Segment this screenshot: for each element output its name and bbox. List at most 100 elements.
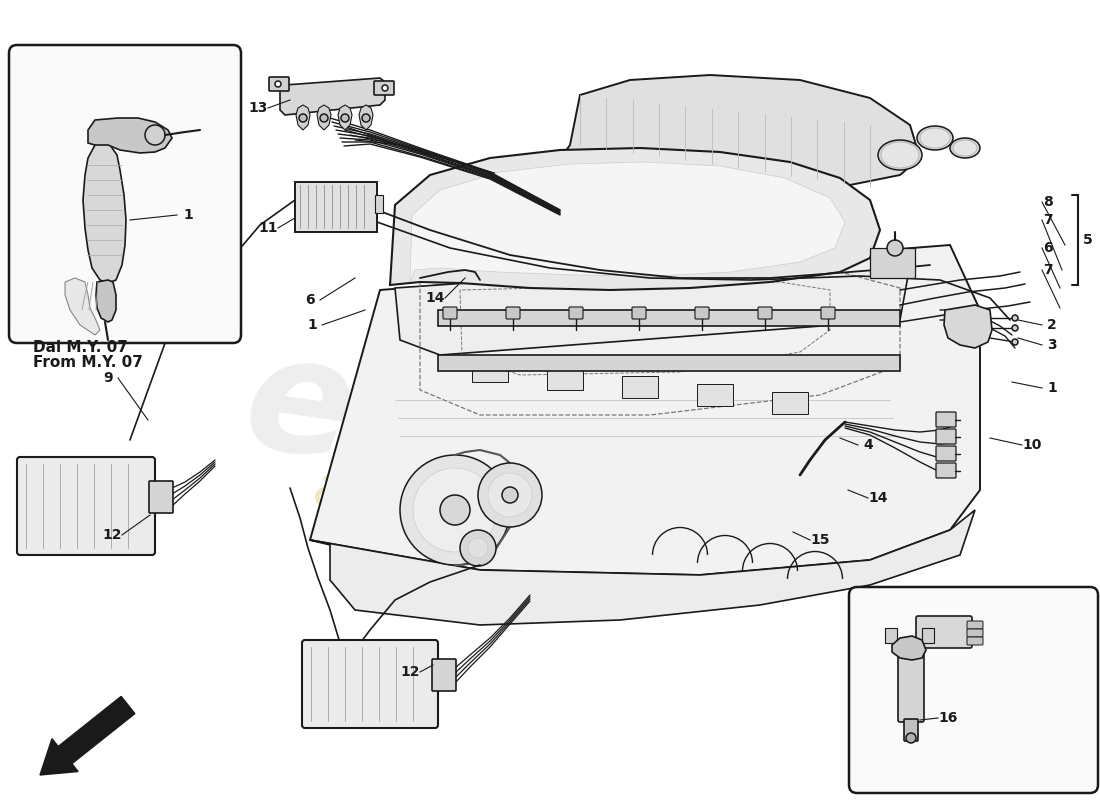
- Circle shape: [320, 114, 328, 122]
- FancyBboxPatch shape: [936, 429, 956, 444]
- FancyBboxPatch shape: [967, 637, 983, 645]
- Bar: [870, 248, 915, 278]
- FancyBboxPatch shape: [9, 45, 241, 343]
- Text: 14: 14: [426, 291, 444, 305]
- Circle shape: [341, 114, 349, 122]
- FancyBboxPatch shape: [506, 307, 520, 319]
- Circle shape: [412, 468, 497, 552]
- FancyBboxPatch shape: [148, 481, 173, 513]
- FancyBboxPatch shape: [16, 457, 155, 555]
- Text: From M.Y. 07: From M.Y. 07: [33, 355, 143, 370]
- Text: 14: 14: [868, 491, 888, 505]
- Circle shape: [299, 114, 307, 122]
- Circle shape: [460, 530, 496, 566]
- Text: 2: 2: [1047, 318, 1057, 332]
- FancyBboxPatch shape: [849, 587, 1098, 793]
- Bar: [922, 628, 934, 643]
- Text: 5: 5: [1084, 233, 1093, 247]
- Circle shape: [275, 81, 280, 87]
- Bar: [621, 376, 658, 398]
- Ellipse shape: [881, 142, 918, 168]
- Text: 1: 1: [183, 208, 192, 222]
- Text: 8: 8: [1043, 195, 1053, 209]
- Ellipse shape: [950, 138, 980, 158]
- Text: 1: 1: [307, 318, 317, 332]
- Polygon shape: [296, 105, 310, 130]
- Text: 13: 13: [249, 101, 267, 115]
- Polygon shape: [310, 510, 975, 625]
- FancyBboxPatch shape: [374, 81, 394, 95]
- Text: 7: 7: [1043, 213, 1053, 227]
- Text: 6: 6: [1043, 241, 1053, 255]
- Polygon shape: [280, 78, 385, 115]
- Circle shape: [145, 125, 165, 145]
- Text: 16: 16: [938, 711, 958, 725]
- Polygon shape: [892, 636, 926, 660]
- FancyBboxPatch shape: [898, 648, 924, 722]
- Text: 10: 10: [1022, 438, 1042, 452]
- FancyBboxPatch shape: [967, 629, 983, 637]
- Ellipse shape: [878, 140, 922, 170]
- Bar: [295, 182, 377, 232]
- Polygon shape: [96, 280, 115, 322]
- FancyBboxPatch shape: [432, 659, 456, 691]
- Circle shape: [887, 240, 903, 256]
- Bar: [438, 355, 900, 371]
- Polygon shape: [82, 140, 126, 283]
- Ellipse shape: [953, 140, 977, 156]
- FancyBboxPatch shape: [569, 307, 583, 319]
- Text: a passion...: a passion...: [310, 462, 630, 558]
- FancyBboxPatch shape: [936, 446, 956, 461]
- Circle shape: [382, 85, 388, 91]
- Text: 12: 12: [102, 528, 122, 542]
- Bar: [472, 360, 508, 382]
- FancyBboxPatch shape: [967, 621, 983, 629]
- Polygon shape: [338, 105, 352, 130]
- Circle shape: [362, 114, 370, 122]
- Polygon shape: [552, 75, 920, 195]
- Circle shape: [400, 455, 510, 565]
- FancyBboxPatch shape: [632, 307, 646, 319]
- Text: 1: 1: [1047, 381, 1057, 395]
- FancyBboxPatch shape: [302, 640, 438, 728]
- Polygon shape: [395, 255, 910, 355]
- Bar: [886, 628, 896, 643]
- Text: euro: euro: [235, 325, 663, 535]
- Text: 3: 3: [1047, 338, 1057, 352]
- Bar: [697, 384, 733, 406]
- Circle shape: [468, 538, 488, 558]
- FancyBboxPatch shape: [695, 307, 710, 319]
- Circle shape: [488, 473, 532, 517]
- Polygon shape: [88, 118, 172, 153]
- Circle shape: [502, 487, 518, 503]
- FancyBboxPatch shape: [821, 307, 835, 319]
- Bar: [438, 310, 900, 326]
- FancyBboxPatch shape: [270, 77, 289, 91]
- FancyBboxPatch shape: [443, 307, 456, 319]
- Text: 12: 12: [400, 665, 420, 679]
- Polygon shape: [317, 105, 331, 130]
- Ellipse shape: [917, 126, 953, 150]
- Circle shape: [478, 463, 542, 527]
- Ellipse shape: [920, 128, 950, 148]
- Circle shape: [1012, 325, 1018, 331]
- Circle shape: [906, 733, 916, 743]
- Text: 11: 11: [258, 221, 277, 235]
- Circle shape: [1012, 315, 1018, 321]
- Text: 9: 9: [103, 371, 113, 385]
- Bar: [375, 195, 383, 213]
- Circle shape: [440, 495, 470, 525]
- Text: 7: 7: [1043, 263, 1053, 277]
- Polygon shape: [359, 105, 373, 130]
- Polygon shape: [390, 148, 880, 290]
- Text: 15: 15: [811, 533, 829, 547]
- Circle shape: [1012, 339, 1018, 345]
- Text: Dal M.Y. 07: Dal M.Y. 07: [33, 340, 128, 355]
- Polygon shape: [944, 305, 992, 348]
- Text: 4: 4: [864, 438, 873, 452]
- FancyBboxPatch shape: [936, 412, 956, 427]
- Polygon shape: [410, 162, 845, 282]
- Polygon shape: [65, 278, 100, 335]
- Bar: [547, 368, 583, 390]
- FancyBboxPatch shape: [916, 616, 972, 648]
